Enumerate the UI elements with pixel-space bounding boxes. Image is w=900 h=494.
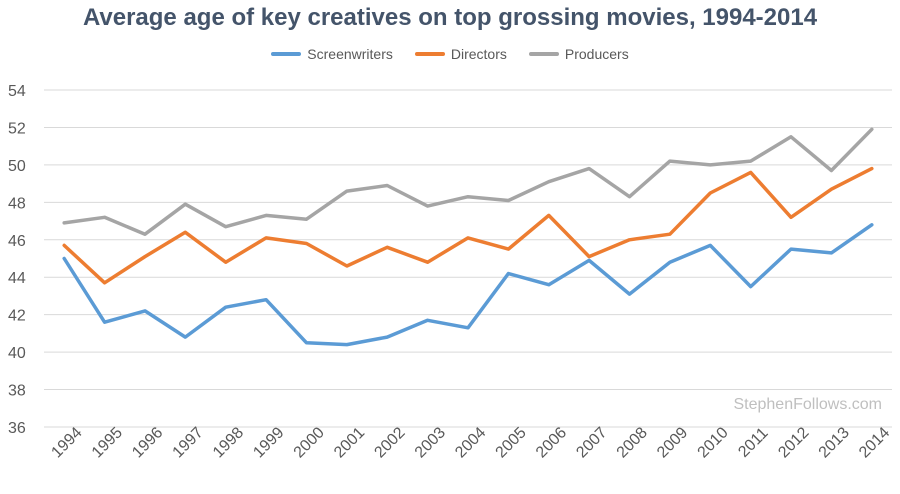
x-tick-label: 2008 bbox=[614, 424, 651, 461]
y-tick-label: 46 bbox=[8, 233, 26, 250]
series-line-producers bbox=[62, 127, 874, 236]
y-tick-label: 40 bbox=[8, 345, 26, 362]
x-tick-label: 2003 bbox=[412, 424, 449, 461]
x-tick-label: 2001 bbox=[331, 424, 368, 461]
y-tick-label: 54 bbox=[8, 83, 26, 100]
x-tick-label: 2005 bbox=[493, 424, 530, 461]
legend-swatch bbox=[414, 52, 445, 56]
x-tick-label: 2004 bbox=[452, 424, 489, 461]
x-tick-label: 1996 bbox=[129, 424, 166, 461]
x-tick-label: 2006 bbox=[533, 424, 570, 461]
series-line-directors bbox=[62, 166, 874, 285]
x-tick-label: 2012 bbox=[775, 424, 812, 461]
y-tick-label: 52 bbox=[8, 120, 26, 137]
y-tick-label: 50 bbox=[8, 158, 26, 175]
x-tick-label: 2013 bbox=[816, 424, 853, 461]
legend-swatch bbox=[271, 52, 302, 56]
series-lines bbox=[62, 127, 874, 347]
x-tick-label: 1995 bbox=[89, 424, 126, 461]
x-tick-label: 2000 bbox=[291, 424, 328, 461]
x-tick-label: 1999 bbox=[250, 424, 287, 461]
x-tick-label: 1994 bbox=[48, 424, 85, 461]
y-tick-label: 42 bbox=[8, 308, 26, 325]
x-tick-label: 2007 bbox=[573, 424, 610, 461]
x-tick-label: 2010 bbox=[695, 424, 732, 461]
gridlines bbox=[44, 89, 892, 428]
legend-swatch bbox=[528, 52, 559, 56]
legend-item-screenwriters: Screenwriters bbox=[271, 46, 393, 62]
y-tick-label: 48 bbox=[8, 195, 26, 212]
x-tick-label: 2009 bbox=[654, 424, 691, 461]
x-tick-label: 2014 bbox=[856, 424, 893, 461]
x-tick-label: 1997 bbox=[170, 424, 207, 461]
legend-label: Producers bbox=[564, 46, 629, 62]
legend: Screenwriters Directors Producers bbox=[0, 46, 900, 62]
x-tick-label: 2011 bbox=[735, 425, 771, 461]
x-tick-label: 1998 bbox=[210, 424, 247, 461]
y-tick-label: 38 bbox=[8, 383, 26, 400]
chart-title: Average age of key creatives on top gros… bbox=[82, 4, 818, 31]
y-tick-label: 36 bbox=[8, 420, 26, 437]
x-axis-tick-labels: 1994 1995 1996 1997 1998 1999 2000 2001 2002 2003… bbox=[48, 424, 893, 461]
y-axis-tick-labels: 36 38 40 42 44 46 48 50 52 54 bbox=[8, 83, 26, 437]
legend-item-producers: Producers bbox=[528, 46, 629, 62]
y-tick-label: 44 bbox=[8, 270, 26, 287]
series-line-screenwriters bbox=[62, 223, 874, 347]
x-tick-label: 2002 bbox=[371, 424, 408, 461]
watermark: StephenFollows.com bbox=[733, 396, 882, 413]
legend-item-directors: Directors bbox=[414, 46, 507, 62]
legend-label: Screenwriters bbox=[307, 46, 393, 62]
legend-label: Directors bbox=[450, 46, 507, 62]
